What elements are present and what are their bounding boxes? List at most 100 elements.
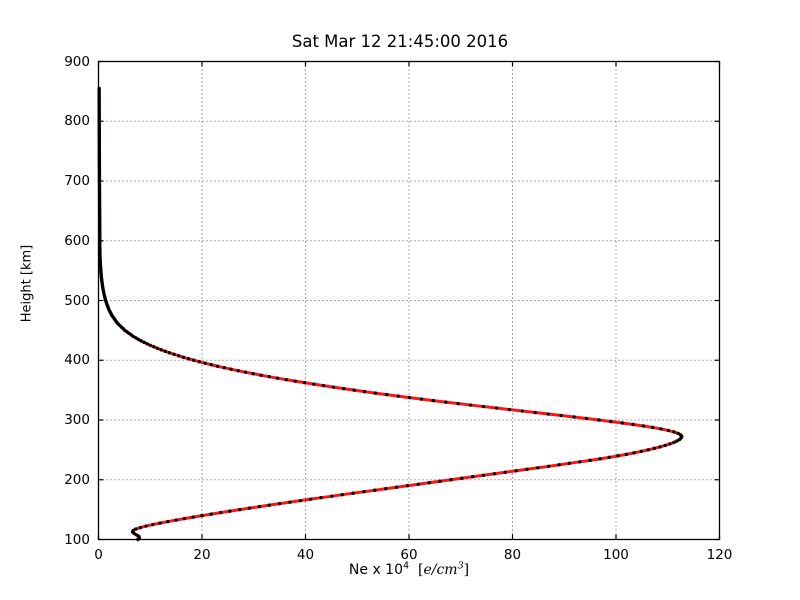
data-marker: [609, 419, 613, 424]
data-marker: [525, 467, 529, 471]
x-tick-label: 20: [193, 546, 211, 563]
data-marker: [641, 424, 646, 428]
data-marker: [330, 494, 334, 498]
data-marker: [503, 470, 507, 474]
data-marker: [449, 478, 453, 482]
data-marker: [142, 340, 146, 345]
data-marker: [607, 455, 611, 460]
data-marker: [288, 500, 292, 504]
data-marker: [277, 501, 282, 506]
data-marker: [507, 407, 512, 412]
y-tick-label: 100: [64, 531, 90, 548]
data-marker: [192, 358, 196, 362]
data-marker: [362, 389, 367, 394]
data-marker: [215, 364, 220, 368]
data-marker: [584, 416, 589, 421]
data-marker: [547, 464, 551, 469]
data-marker: [159, 348, 163, 352]
data-marker: [373, 488, 377, 492]
data-markers: [97, 86, 684, 542]
data-marker: [229, 367, 233, 371]
data-marker: [166, 519, 170, 524]
y-axis-label: Height [km]: [19, 244, 35, 323]
data-marker: [419, 397, 424, 401]
data-marker: [331, 385, 336, 389]
x-tick-label: 80: [503, 546, 522, 563]
data-marker: [145, 342, 149, 346]
x-tick-label: 120: [706, 546, 733, 563]
x-axis-label-unit: e/cm: [423, 562, 458, 578]
data-marker: [597, 418, 601, 422]
data-marker: [228, 509, 232, 513]
data-marker: [342, 386, 346, 391]
data-marker: [284, 377, 289, 382]
data-marker: [209, 363, 214, 367]
data-marker: [131, 528, 135, 533]
data-marker: [267, 503, 271, 507]
data-marker: [352, 388, 356, 392]
data-marker: [312, 382, 316, 386]
data-marker: [174, 518, 178, 522]
data-marker: [340, 492, 344, 497]
data-marker: [298, 498, 303, 503]
data-marker: [676, 431, 680, 436]
data-marker: [177, 354, 181, 358]
data-marker: [267, 374, 271, 379]
data-marker: [460, 476, 464, 480]
data-marker: [134, 527, 138, 531]
data-marker: [672, 430, 676, 434]
data-marker: [152, 345, 156, 349]
data-marker: [559, 413, 563, 418]
x-tick-label: 100: [603, 546, 629, 563]
data-marker: [514, 469, 518, 473]
x-tick-label: 40: [296, 546, 315, 563]
data-marker: [578, 460, 582, 464]
data-marker: [259, 373, 263, 377]
data-marker: [362, 490, 366, 494]
data-marker: [405, 484, 410, 488]
data-marker: [624, 452, 629, 457]
data-marker: [598, 457, 602, 461]
data-marker: [658, 445, 662, 449]
data-marker: [520, 409, 525, 413]
data-marker: [321, 383, 326, 388]
data-marker: [668, 442, 672, 446]
data-marker: [167, 351, 172, 355]
data-marker: [163, 349, 167, 353]
data-marker: [659, 427, 663, 431]
data-marker: [155, 346, 160, 350]
y-tick-label: 700: [64, 173, 90, 189]
x-axis-label: Ne x 104 [e/cm3]: [98, 560, 720, 578]
data-marker: [396, 394, 400, 398]
data-marker: [139, 339, 143, 343]
y-tick-label: 300: [64, 412, 90, 428]
data-marker: [148, 343, 152, 348]
data-marker: [172, 352, 176, 356]
data-marker: [209, 512, 214, 516]
data-marker: [639, 449, 644, 454]
data-marker: [135, 533, 139, 537]
data-marker: [351, 491, 355, 495]
data-marker: [182, 516, 187, 521]
data-series-layer: [97, 86, 684, 542]
tick-marks-layer: [97, 60, 721, 541]
data-marker: [97, 86, 101, 91]
data-marker: [243, 370, 248, 374]
data-marker: [646, 448, 650, 452]
y-tick-label: 800: [64, 113, 90, 130]
data-marker: [151, 522, 155, 527]
data-marker: [470, 475, 475, 479]
data-marker: [631, 422, 635, 427]
axes-frame: [97, 60, 721, 541]
data-marker: [416, 482, 421, 486]
data-marker: [494, 406, 499, 410]
data-marker: [620, 421, 624, 425]
data-marker: [546, 412, 550, 416]
data-marker: [275, 376, 280, 380]
data-marker: [567, 461, 572, 466]
data-marker: [203, 361, 207, 365]
data-marker: [678, 433, 683, 437]
x-axis-label-unit-exponent: 3: [457, 560, 464, 572]
